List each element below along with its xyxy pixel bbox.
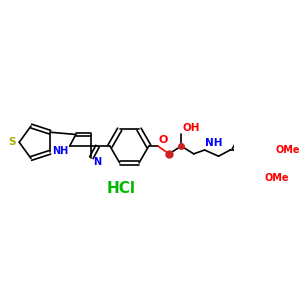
Text: OMe: OMe (264, 172, 289, 182)
Text: HCl: HCl (107, 181, 136, 196)
Text: NH: NH (52, 146, 68, 156)
Text: OMe: OMe (275, 145, 300, 155)
Text: NH: NH (205, 138, 222, 148)
Text: N: N (93, 158, 101, 167)
Text: O: O (159, 135, 168, 145)
Text: S: S (8, 137, 15, 147)
Text: OH: OH (182, 123, 200, 133)
